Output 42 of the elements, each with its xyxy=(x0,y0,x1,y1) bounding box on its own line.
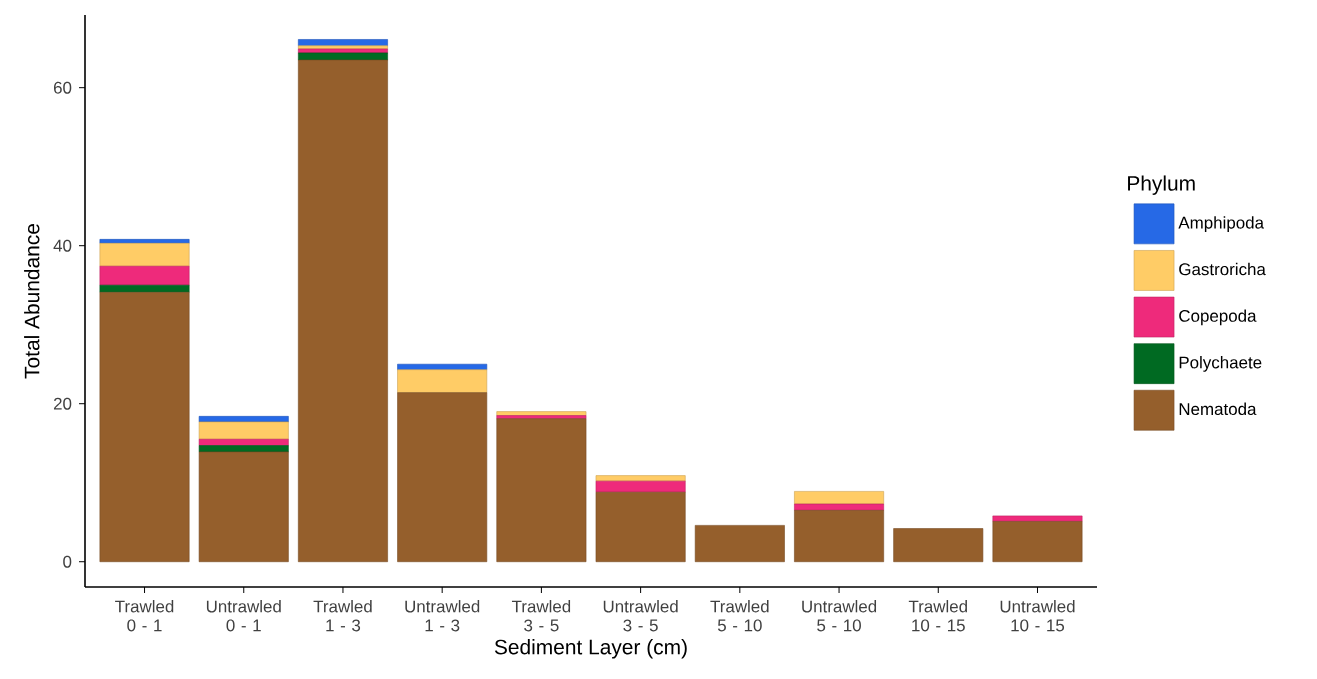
bar xyxy=(99,292,190,563)
x-tick-label: Trawled 10 - 15 xyxy=(908,600,967,632)
bar xyxy=(794,510,884,563)
x-axis-title: Sediment Layer (cm) xyxy=(494,639,687,659)
x-tick-label: Trawled 0 - 1 xyxy=(115,600,174,632)
bar xyxy=(198,451,289,563)
y-tick-label: 60 xyxy=(54,81,72,94)
bar xyxy=(595,480,686,493)
x-tick-label: Untrawled 1 - 3 xyxy=(405,600,480,632)
bar xyxy=(992,515,1083,522)
bar xyxy=(992,521,1083,563)
legend-label: Polychaete xyxy=(1179,356,1262,372)
bar xyxy=(694,525,785,563)
bar xyxy=(397,392,488,563)
x-tick-label: Untrawled 10 - 15 xyxy=(1000,600,1075,632)
x-tick-label: Trawled 5 - 10 xyxy=(710,600,769,632)
legend-label: Nematoda xyxy=(1179,402,1257,416)
bar xyxy=(397,369,488,393)
y-tick-label: 40 xyxy=(53,239,72,252)
x-tick-label: Untrawled 0 - 1 xyxy=(206,600,281,632)
bar xyxy=(198,421,289,440)
x-tick-label: Trawled 1 - 3 xyxy=(313,600,372,632)
legend-label: Copepoda xyxy=(1179,309,1257,326)
bar xyxy=(298,59,388,563)
x-tick-label: Untrawled 5 - 10 xyxy=(802,600,877,632)
bar xyxy=(794,503,884,511)
y-tick-label: 0 xyxy=(63,555,72,568)
legend-title: Phylum xyxy=(1128,175,1195,195)
x-tick-label: Untrawled 3 - 5 xyxy=(603,600,678,632)
legend-label: Gastroricha xyxy=(1179,262,1266,276)
bar xyxy=(99,284,190,293)
bar xyxy=(496,418,587,563)
bar xyxy=(893,528,984,563)
bar xyxy=(99,265,190,286)
bar xyxy=(794,491,884,505)
bar xyxy=(595,491,686,563)
y-tick-label: 20 xyxy=(53,397,72,410)
x-tick-label: Trawled 3 - 5 xyxy=(511,600,571,632)
y-axis-title: Total Abundance xyxy=(24,224,40,379)
bar xyxy=(99,243,190,267)
legend-label: Amphipoda xyxy=(1178,216,1264,232)
bar xyxy=(298,52,388,61)
